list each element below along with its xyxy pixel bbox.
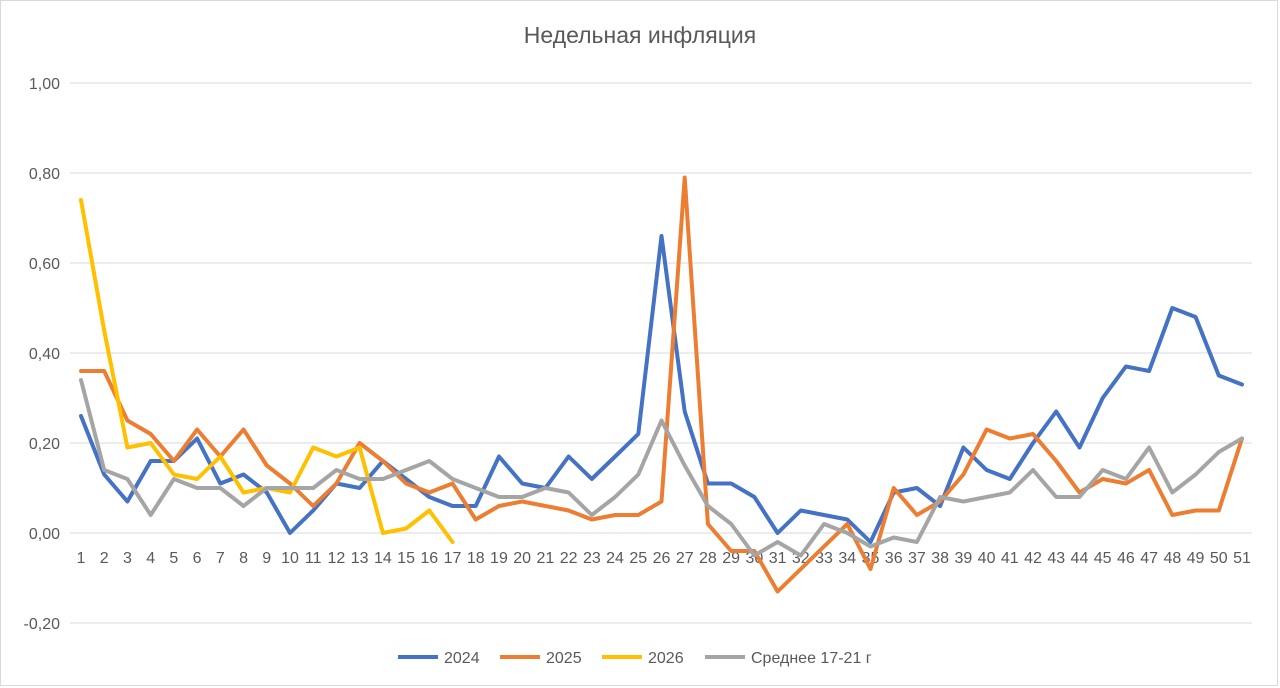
legend: 2024 2025 2026 Среднее 17-21 г [398,650,872,667]
x-tick-label: 12 [328,550,346,567]
x-tick-label: 23 [583,550,601,567]
x-tick-label: 39 [954,550,972,567]
x-tick-label: 8 [239,550,248,567]
x-tick-label: 15 [397,550,415,567]
x-tick-label: 19 [490,550,508,567]
x-tick-label: 34 [838,550,856,567]
x-tick-label: 24 [606,550,624,567]
x-tick-label: 22 [560,550,578,567]
x-tick-label: 7 [216,550,225,567]
x-tick-label: 20 [513,550,531,567]
legend-label: 2024 [444,650,480,667]
gridlines [70,82,1252,624]
x-tick-label: 4 [146,550,155,567]
x-tick-label: 31 [769,550,787,567]
x-tick-label: 44 [1071,550,1089,567]
x-tick-label: 36 [885,550,903,567]
x-tick-label: 49 [1187,550,1205,567]
series-line-1 [79,175,1244,594]
x-tick-label: 14 [374,550,392,567]
x-tick-label: 2 [100,550,109,567]
x-tick-label: 9 [262,550,271,567]
x-axis: 1 2 3 4 5 6 7 8 9 10 11 12 13 14 15 16 17 18 19 20 21 22 23 24 2… [77,550,1251,567]
y-tick-label: 0,60 [29,256,60,273]
y-tick-label: 0,00 [29,526,60,543]
x-tick-label: 21 [537,550,555,567]
x-tick-label: 42 [1024,550,1042,567]
x-tick-label: 51 [1233,550,1251,567]
x-tick-label: 6 [193,550,202,567]
x-tick-label: 38 [931,550,949,567]
y-tick-label: 0,40 [29,346,60,363]
y-tick-label: 0,20 [29,436,60,453]
x-tick-label: 13 [351,550,369,567]
x-tick-label: 27 [676,550,694,567]
x-tick-label: 46 [1117,550,1135,567]
x-tick-label: 50 [1210,550,1228,567]
legend-label: 2026 [648,650,684,667]
x-tick-label: 48 [1163,550,1181,567]
x-tick-label: 33 [815,550,833,567]
x-tick-label: 10 [281,550,299,567]
y-tick-label: 1,00 [29,76,60,93]
x-tick-label: 29 [722,550,740,567]
x-tick-label: 43 [1047,550,1065,567]
x-tick-label: 41 [1001,550,1019,567]
x-tick-label: 17 [444,550,462,567]
chart-title: Недельная инфляция [524,22,756,48]
y-axis: -0,20 0,00 0,20 0,40 0,60 0,80 1,00 [24,76,61,633]
legend-label: Среднее 17-21 г [751,650,872,667]
legend-label: 2025 [546,650,582,667]
y-tick-label: -0,20 [24,616,61,633]
x-tick-label: 47 [1140,550,1158,567]
x-tick-label: 40 [978,550,996,567]
x-tick-label: 16 [420,550,438,567]
x-tick-label: 11 [305,550,322,567]
x-tick-label: 45 [1094,550,1112,567]
y-tick-label: 0,80 [29,166,60,183]
series-line-0 [79,234,1244,544]
series-lines [79,175,1244,594]
x-tick-label: 1 [77,550,86,567]
x-tick-label: 18 [467,550,485,567]
x-tick-label: 5 [169,550,178,567]
x-tick-label: 28 [699,550,717,567]
x-tick-label: 26 [653,550,671,567]
x-tick-label: 25 [629,550,647,567]
x-tick-label: 3 [123,550,132,567]
x-tick-label: 37 [908,550,926,567]
series-line-3 [79,378,1244,558]
